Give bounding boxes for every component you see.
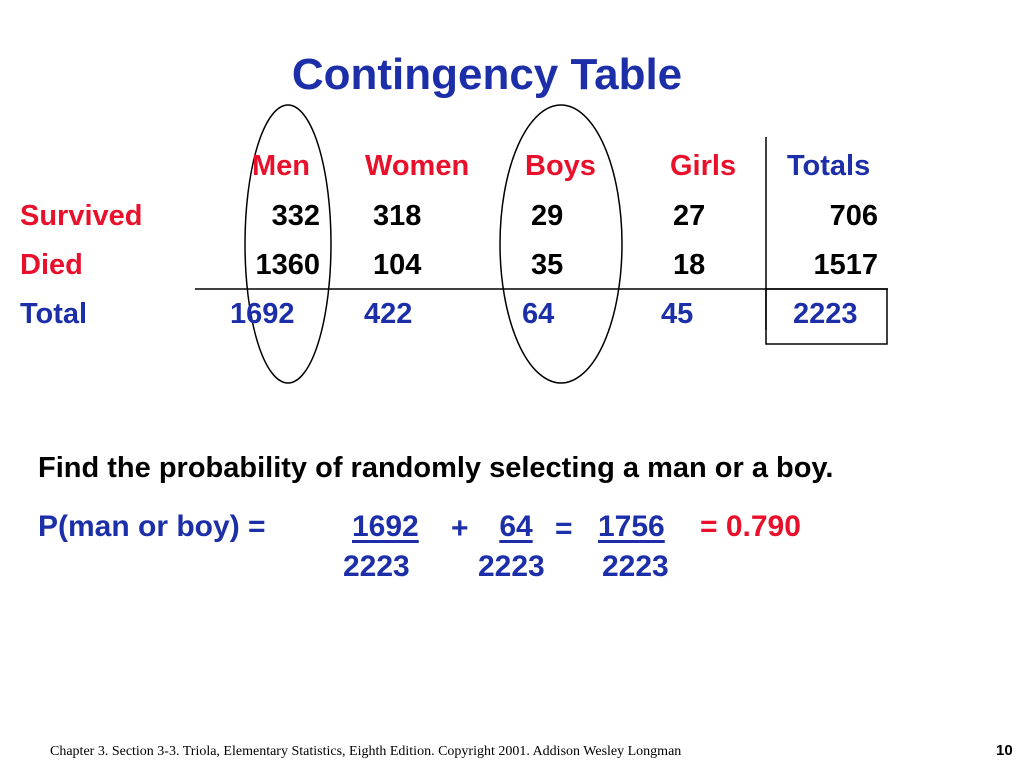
cell-survived-women: 318 [373, 200, 422, 232]
column-header-women: Women [365, 150, 470, 182]
column-header-men: Men [252, 150, 310, 182]
fraction1-denominator: 2223 [343, 550, 410, 583]
boys-column-ellipse [499, 104, 623, 384]
cell-total-boys: 64 [522, 298, 555, 330]
row-label-total: Total [20, 298, 88, 330]
cell-survived-girls: 27 [673, 200, 706, 232]
cell-died-boys: 35 [531, 249, 564, 281]
plus-sign: + [451, 512, 469, 545]
cell-grand-total: 2223 [793, 298, 858, 330]
cell-died-men: 1360 [255, 249, 320, 281]
cell-survived-totals: 706 [829, 200, 878, 232]
cell-died-totals: 1517 [813, 249, 878, 281]
cell-died-women: 104 [373, 249, 422, 281]
grand-total-box [765, 288, 888, 345]
fraction2-denominator: 2223 [478, 550, 545, 583]
cell-total-men: 1692 [230, 298, 295, 330]
column-header-totals: Totals [787, 150, 871, 182]
cell-total-women: 422 [364, 298, 413, 330]
column-header-girls: Girls [670, 150, 737, 182]
slide-title: Contingency Table [291, 50, 683, 99]
fraction3-numerator: 1756 [598, 510, 665, 543]
cell-died-girls: 18 [673, 249, 706, 281]
cell-survived-men: 332 [271, 200, 320, 232]
page-number: 10 [996, 742, 1013, 759]
row-label-died: Died [20, 249, 83, 281]
equals-sign: = [555, 512, 573, 545]
fraction2-numerator: 64 [499, 510, 533, 543]
men-column-ellipse [244, 104, 332, 384]
footer-citation: Chapter 3. Section 3-3. Triola, Elementa… [50, 744, 682, 759]
cell-total-girls: 45 [661, 298, 694, 330]
fraction3-denominator: 2223 [602, 550, 669, 583]
row-label-survived: Survived [20, 200, 143, 232]
result-value: = 0.790 [700, 510, 801, 543]
column-header-boys: Boys [525, 150, 596, 182]
formula-lhs: P(man or boy) = [38, 510, 266, 543]
cell-survived-boys: 29 [531, 200, 564, 232]
fraction1-numerator: 1692 [352, 510, 419, 543]
problem-question: Find the probability of randomly selecti… [38, 452, 834, 484]
